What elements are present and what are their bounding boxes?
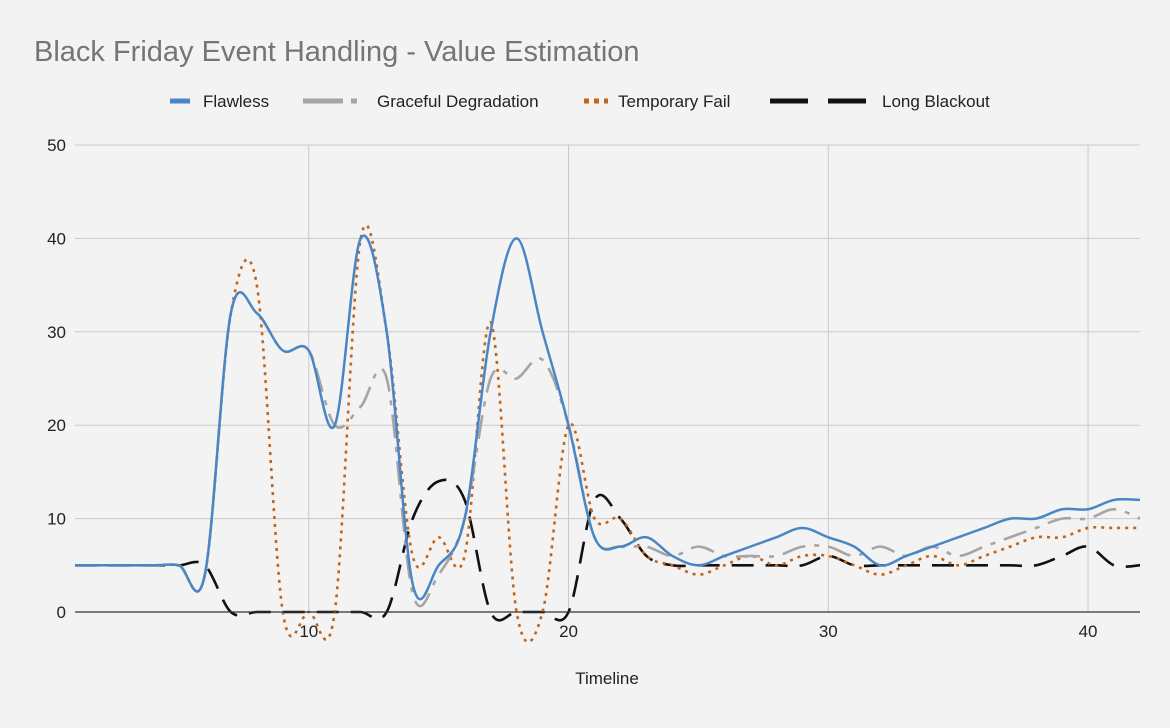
legend-label: Long Blackout [882, 92, 990, 111]
y-tick-label: 20 [47, 416, 66, 435]
x-tick-label: 20 [559, 622, 578, 641]
legend-item-flawless[interactable]: Flawless [170, 92, 269, 111]
x-tick-label: 30 [819, 622, 838, 641]
legend: Flawless Graceful Degradation Temporary Fa… [170, 92, 990, 111]
legend-item-long-blackout[interactable]: Long Blackout [770, 92, 990, 111]
legend-label: Flawless [203, 92, 269, 111]
legend-label: Temporary Fail [618, 92, 730, 111]
x-axis-title: Timeline [575, 669, 639, 688]
y-tick-label: 40 [47, 229, 66, 248]
legend-item-graceful-degradation[interactable]: Graceful Degradation [303, 92, 539, 111]
x-tick-label: 10 [299, 622, 318, 641]
series-line-flawless [74, 234, 1141, 601]
series-line-temporary-fail [74, 223, 1140, 644]
legend-item-temporary-fail[interactable]: Temporary Fail [584, 92, 730, 111]
gridlines [75, 144, 1140, 612]
y-tick-label: 0 [57, 603, 66, 622]
y-tick-label: 30 [47, 323, 66, 342]
chart-title: Black Friday Event Handling - Value Esti… [34, 36, 640, 68]
x-axis-ticks: 10 20 30 40 [299, 622, 1097, 641]
y-tick-label: 10 [47, 510, 66, 529]
y-tick-label: 50 [47, 136, 66, 155]
legend-label: Graceful Degradation [377, 92, 539, 111]
x-tick-label: 40 [1079, 622, 1098, 641]
y-axis-ticks: 0 10 20 30 40 50 [47, 136, 66, 622]
